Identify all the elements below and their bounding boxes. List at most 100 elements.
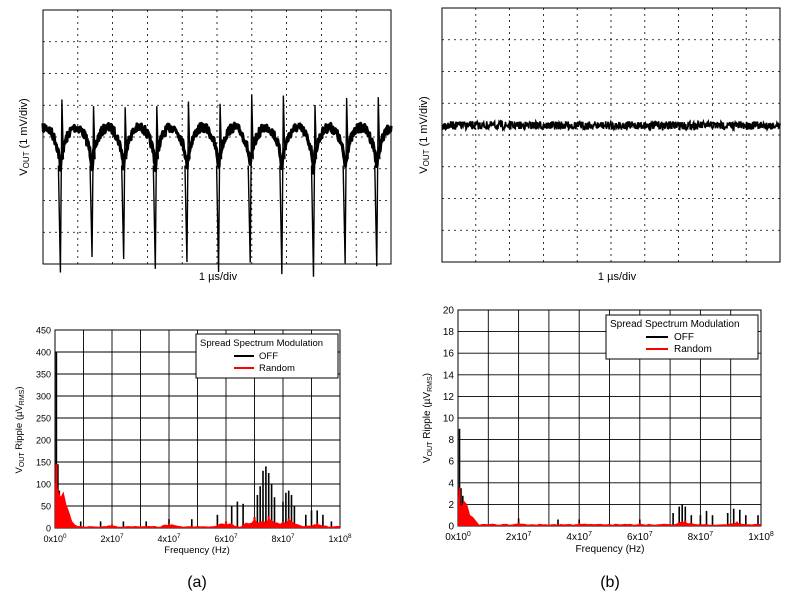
- spectrum-bar-off: [262, 470, 264, 528]
- legend-label-off-a: OFF: [259, 351, 278, 362]
- spectrum-xlabel-a: Frequency (Hz): [164, 545, 229, 556]
- spectrum-ytick-label: 350: [36, 370, 51, 380]
- spectrum-bar-off: [270, 484, 273, 528]
- spectrum-bar-off: [290, 495, 293, 528]
- spectrum-bar-off: [216, 514, 219, 528]
- spectrum-bar-off: [517, 518, 520, 526]
- spectrum-xticks-a: 0x100 2x107 4x107 6x107 8x107 1x108: [43, 533, 352, 544]
- spectrum-ytick-label: 100: [36, 480, 51, 490]
- spectrum-bar-off: [557, 519, 559, 526]
- spectrum-ytick-label: 16: [443, 349, 455, 360]
- scope-xlabel-right: 1 µs/div: [598, 271, 637, 283]
- legend-label-random-a: Random: [259, 363, 295, 374]
- legend-label-off-b: OFF: [674, 332, 694, 343]
- spectrum-ytick-label: 200: [36, 436, 51, 446]
- scope-spike: [310, 104, 318, 277]
- spectrum-bar-off: [293, 506, 296, 528]
- spectrum-yticks-a: 0 50 100 150 200 250 300 350 400 450: [36, 326, 51, 534]
- spectrum-xtick-label: 4x107: [157, 533, 181, 544]
- scope-waveform-left: [41, 94, 393, 277]
- spectrum-panel-a: 0 50 100 150 200 250 300 350 400 450 0x100 2x107 4x…: [14, 326, 352, 592]
- spectrum-xtick-label: 1x108: [328, 533, 352, 544]
- spectrum-ytick-label: 18: [443, 327, 455, 338]
- spectrum-panel-b: 0 2 4 6 8 10 12 14 16 18 20 0x100 2x107 4x107 6x107 8x…: [422, 306, 774, 592]
- spectrum-bar-off: [684, 506, 687, 526]
- scope-spike: [279, 95, 286, 275]
- legend-label-random-b: Random: [674, 344, 712, 355]
- spectrum-yticks-b: 0 2 4 6 8 10 12 14 16 18 20: [443, 306, 455, 533]
- spectrum-ytick-label: 250: [36, 414, 51, 424]
- legend-title-b: Spread Spectrum Modulation: [610, 319, 740, 330]
- spectrum-bar-off: [699, 515, 702, 526]
- spectrum-xtick-label: 1x108: [748, 531, 774, 543]
- legend-box-a: [195, 333, 339, 379]
- spectrum-xtick-label: 6x107: [627, 531, 653, 543]
- spectrum-xticks-b: 0x100 2x107 4x107 6x107 8x107 1x108: [445, 531, 774, 543]
- spectrum-ytick-label: 4: [448, 478, 454, 489]
- spectrum-bar-off: [122, 521, 125, 528]
- spectrum-bar-off: [681, 504, 683, 526]
- spectrum-bar-off: [330, 521, 333, 528]
- legend-b: Spread Spectrum Modulation OFF Random: [605, 314, 759, 360]
- spectrum-xtick-label: 4x107: [566, 531, 592, 543]
- caption-b: (b): [600, 574, 620, 591]
- scope-grid-right: [442, 8, 780, 262]
- scope-spike: [57, 99, 65, 273]
- scope-spike: [215, 103, 223, 272]
- spectrum-xtick-label: 2x107: [100, 533, 124, 544]
- spectrum-bar-off: [145, 521, 147, 528]
- scope-spike: [120, 107, 128, 260]
- spectrum-xtick-label: 0x100: [43, 533, 67, 544]
- spectrum-ytick-label: 0: [448, 522, 454, 533]
- spectrum-bar-off: [316, 510, 318, 528]
- spectrum-bar-off: [191, 519, 193, 528]
- scope-xlabel-left: 1 µs/div: [199, 271, 238, 283]
- spectrum-xtick-label: 0x100: [445, 531, 471, 543]
- spectrum-ytick-label: 450: [36, 326, 51, 336]
- spectrum-ytick-label: 10: [443, 414, 455, 425]
- scope-trace-right: [441, 118, 781, 133]
- scope-panel-left: 1 µs/div VOUT (1 mV/div): [18, 9, 393, 283]
- spectrum-bar-off: [739, 509, 741, 526]
- scope-trace-left: [41, 121, 393, 175]
- scope-spike: [152, 106, 160, 269]
- spectrum-bar-off: [305, 514, 307, 528]
- legend-box-b: [605, 314, 759, 360]
- scope-spike: [89, 106, 96, 258]
- spectrum-bars-b: [458, 428, 761, 526]
- scope-ylabel-left: VOUT (1 mV/div): [18, 98, 31, 175]
- spectrum-grid-b: [458, 310, 761, 526]
- scope-spike: [247, 94, 254, 263]
- spectrum-bar-off: [282, 501, 284, 528]
- spectrum-bar-off: [705, 510, 708, 526]
- caption-a: (a): [187, 574, 207, 591]
- spectrum-ytick-label: 300: [36, 392, 51, 402]
- spectrum-bar-off: [230, 506, 233, 528]
- spectrum-bar-off: [578, 519, 580, 526]
- spectrum-bar-off: [458, 428, 461, 526]
- spectrum-ylabel-b: VOUT Ripple (µVRMS): [422, 373, 434, 463]
- spectrum-bar-off: [322, 514, 324, 528]
- spectrum-xtick-label: 2x107: [506, 531, 532, 543]
- spectrum-bar-off: [287, 490, 290, 528]
- scope-ylabel-right: VOUT (1 mV/div): [418, 96, 431, 173]
- scope-spike: [184, 101, 191, 263]
- scope-waveform-right: [441, 118, 781, 133]
- spectrum-bars-a: [55, 352, 340, 528]
- spectrum-xtick-label: 6x107: [214, 533, 238, 544]
- spectrum-bar-off: [726, 513, 729, 526]
- scope-spike: [374, 97, 381, 267]
- spectrum-bar-off: [711, 515, 714, 526]
- spectrum-bar-off: [672, 513, 674, 526]
- spectrum-ytick-label: 400: [36, 348, 51, 358]
- spectrum-bar-off: [745, 515, 747, 526]
- legend-a: Spread Spectrum Modulation OFF Random: [195, 333, 339, 379]
- spectrum-bar-off: [273, 497, 276, 528]
- spectrum-ytick-label: 20: [443, 306, 455, 317]
- spectrum-bar-off: [757, 515, 759, 526]
- spectrum-bar-off: [242, 503, 244, 528]
- spectrum-ylabel-a: VOUT Ripple (µVRMS): [14, 386, 26, 473]
- spectrum-ytick-label: 14: [443, 370, 455, 381]
- spectrum-ytick-label: 8: [448, 435, 454, 446]
